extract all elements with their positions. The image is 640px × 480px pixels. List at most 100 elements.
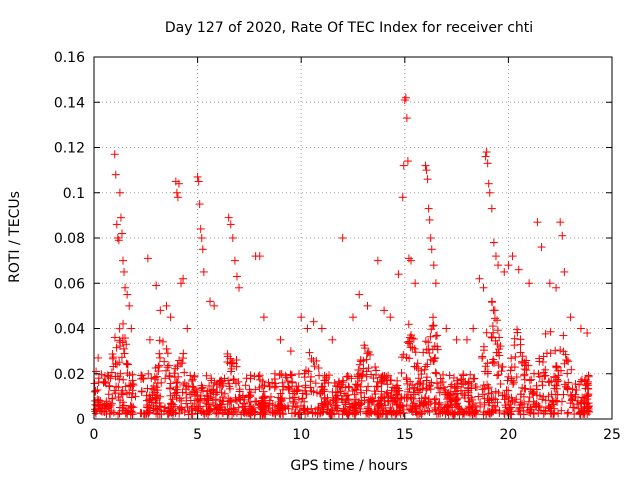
data-point (168, 395, 177, 404)
data-point (127, 393, 136, 402)
data-point (479, 342, 488, 351)
data-point (162, 344, 171, 353)
data-point (210, 301, 219, 310)
data-point (406, 343, 415, 352)
data-point (144, 369, 153, 378)
data-point (490, 306, 499, 315)
data-point (411, 279, 420, 288)
data-points (90, 93, 594, 419)
data-point (215, 383, 224, 392)
data-point (446, 382, 455, 391)
data-point (364, 382, 373, 391)
data-point (277, 370, 286, 379)
data-point (142, 400, 151, 409)
data-point (522, 356, 531, 365)
data-point (278, 378, 287, 387)
data-point (183, 324, 192, 333)
data-point (576, 410, 585, 419)
data-point (119, 319, 128, 328)
data-point (96, 406, 105, 415)
data-point (362, 409, 371, 418)
data-point (303, 409, 312, 418)
data-point (210, 378, 219, 387)
data-point (525, 376, 534, 385)
data-point (245, 391, 254, 400)
data-point (469, 374, 478, 383)
data-point (106, 401, 115, 410)
data-point (566, 313, 575, 322)
data-point (399, 409, 408, 418)
data-point (225, 382, 234, 391)
data-point (397, 368, 406, 377)
data-point (506, 366, 515, 375)
data-point (178, 359, 187, 368)
data-point (301, 381, 310, 390)
data-point (116, 213, 125, 222)
data-point (235, 385, 244, 394)
data-point (407, 256, 416, 265)
data-point (198, 245, 207, 254)
data-point (429, 261, 438, 270)
data-point (226, 396, 235, 405)
data-point (175, 409, 184, 418)
data-point (155, 349, 164, 358)
data-point (160, 403, 169, 412)
data-point (105, 382, 114, 391)
data-point (404, 320, 413, 329)
data-point (377, 409, 386, 418)
data-point (332, 381, 341, 390)
data-point (309, 387, 318, 396)
data-point (154, 363, 163, 372)
data-point (482, 148, 491, 157)
data-point (122, 340, 131, 349)
data-point (113, 234, 122, 242)
data-point (94, 353, 103, 362)
data-point (325, 408, 334, 417)
data-point (344, 382, 353, 391)
data-point (108, 354, 117, 363)
data-point (119, 375, 128, 384)
data-point (452, 395, 461, 404)
data-point (242, 409, 251, 418)
data-point (355, 404, 364, 413)
data-point (547, 390, 556, 399)
data-point (101, 379, 110, 388)
data-point (103, 371, 112, 380)
data-point (462, 335, 471, 344)
data-point (223, 410, 232, 419)
data-point (539, 368, 548, 377)
data-point (317, 383, 326, 392)
data-point (123, 360, 132, 369)
data-point (372, 409, 381, 418)
data-point (171, 385, 180, 394)
data-point (532, 381, 541, 390)
data-point (368, 397, 377, 406)
data-point (343, 390, 352, 399)
data-point (419, 380, 428, 389)
data-point (193, 172, 202, 181)
data-point (297, 313, 306, 322)
data-point (576, 324, 585, 333)
data-point (426, 332, 435, 341)
data-point (161, 374, 170, 383)
data-point (507, 393, 516, 402)
data-point (229, 376, 238, 385)
data-point (338, 234, 347, 242)
data-point (264, 378, 273, 387)
data-point (373, 382, 382, 391)
data-point (583, 385, 592, 394)
data-point (344, 408, 353, 417)
data-point (230, 256, 239, 265)
data-point (471, 382, 480, 391)
data-point (152, 372, 161, 381)
data-point (500, 410, 509, 419)
data-point (415, 379, 424, 388)
data-point (227, 359, 236, 368)
data-point (288, 378, 297, 387)
data-point (482, 328, 491, 337)
data-point (317, 324, 326, 333)
data-point (466, 370, 475, 379)
data-point (520, 384, 529, 393)
data-point (304, 367, 313, 376)
